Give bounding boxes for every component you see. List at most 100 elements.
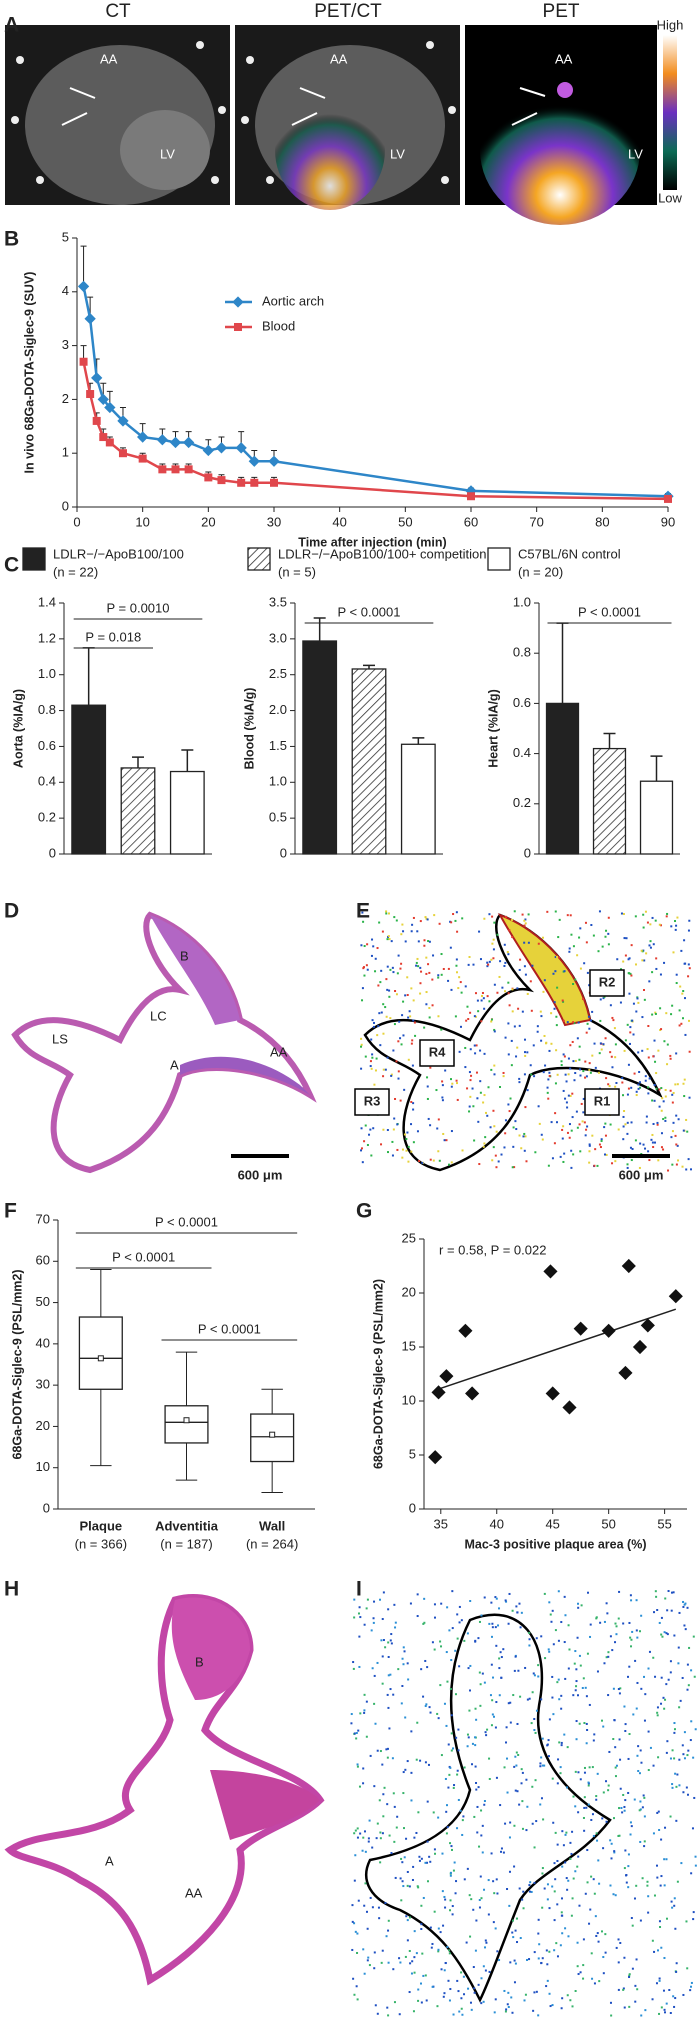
speckle <box>412 1141 415 1144</box>
speckle <box>533 1881 536 1884</box>
speckle <box>440 1028 443 1031</box>
speckle <box>624 1123 627 1126</box>
marker <box>268 455 280 467</box>
speckle <box>560 1897 563 1900</box>
speckle <box>647 1150 650 1153</box>
speckle <box>596 1772 599 1775</box>
speckle <box>373 1674 376 1677</box>
speckle <box>481 1672 484 1675</box>
speckle <box>623 937 626 940</box>
speckle <box>513 910 516 913</box>
speckle <box>506 1757 509 1760</box>
speckle <box>509 1097 512 1100</box>
speckle <box>362 966 365 969</box>
speckle <box>604 1134 607 1137</box>
speckle <box>658 1977 661 1980</box>
colorbar <box>663 35 677 190</box>
speckle <box>638 1809 641 1812</box>
speckle <box>614 1056 617 1059</box>
speckle <box>651 971 654 974</box>
speckle <box>672 1995 675 1998</box>
speckle <box>537 1957 540 1960</box>
speckle <box>512 1936 515 1939</box>
speckle <box>556 1073 559 1076</box>
speckle <box>658 923 661 926</box>
speckle <box>401 1014 404 1017</box>
speckle <box>572 945 575 948</box>
speckle <box>666 1063 669 1066</box>
speckle <box>623 2006 626 2009</box>
speckle <box>511 2011 514 2014</box>
panel-letter: D <box>4 900 19 923</box>
speckle <box>411 1064 414 1067</box>
speckle <box>636 1681 639 1684</box>
speckle <box>385 1935 388 1938</box>
speckle <box>533 1674 536 1677</box>
speckle <box>616 958 619 961</box>
speckle <box>647 1769 650 1772</box>
speckle <box>444 1069 447 1072</box>
speckle <box>657 1159 660 1162</box>
legend-label: LDLR−/−ApoB100/100 <box>53 546 184 561</box>
speckle <box>569 914 572 917</box>
speckle <box>586 1022 589 1025</box>
speckle <box>652 1122 655 1125</box>
speckle <box>492 1715 495 1718</box>
speckle <box>692 1756 695 1759</box>
speckle <box>668 1988 671 1991</box>
speckle <box>545 1985 548 1988</box>
speckle <box>675 1970 678 1973</box>
speckle <box>577 1855 580 1858</box>
speckle <box>567 1094 570 1097</box>
speckle <box>423 944 426 947</box>
speckle <box>662 1100 665 1103</box>
speckle <box>508 929 511 932</box>
speckle <box>459 981 462 984</box>
speckle <box>423 1026 426 1029</box>
speckle <box>475 1071 478 1074</box>
speckle <box>665 1858 668 1861</box>
speckle <box>389 1688 392 1691</box>
speckle <box>480 1020 483 1023</box>
speckle <box>445 1651 448 1654</box>
speckle <box>412 1019 415 1022</box>
speckle <box>553 1890 556 1893</box>
speckle <box>448 1163 451 1166</box>
speckle <box>491 942 494 945</box>
speckle <box>640 1614 643 1617</box>
speckle <box>542 990 545 993</box>
speckle <box>469 1011 472 1014</box>
speckle <box>595 1617 598 1620</box>
speckle <box>663 1956 666 1959</box>
speckle <box>366 1598 369 1601</box>
speckle <box>484 1111 487 1114</box>
speckle <box>665 1917 668 1920</box>
speckle <box>605 1656 608 1659</box>
speckle <box>586 971 589 974</box>
speckle <box>505 1600 508 1603</box>
speckle <box>449 1988 452 1991</box>
speckle <box>387 1674 390 1677</box>
y-tick-label: 0 <box>280 845 287 860</box>
tissue-label: LS <box>52 1031 68 1046</box>
speckle <box>605 1077 608 1080</box>
speckle <box>626 1166 629 1169</box>
marker <box>91 372 103 384</box>
speckle <box>684 1033 687 1036</box>
speckle <box>432 1811 435 1814</box>
speckle <box>677 1646 680 1649</box>
speckle <box>561 1128 564 1131</box>
speckle <box>659 973 662 976</box>
speckle <box>493 1064 496 1067</box>
speckle <box>631 1967 634 1970</box>
speckle <box>511 988 514 991</box>
speckle <box>560 1707 563 1710</box>
speckle <box>474 1707 477 1710</box>
speckle <box>463 1993 466 1996</box>
speckle <box>497 1160 500 1163</box>
speckle <box>494 1726 497 1729</box>
speckle <box>487 963 490 966</box>
speckle <box>416 1130 419 1133</box>
speckle <box>524 1993 527 1996</box>
speckle <box>659 1884 662 1887</box>
